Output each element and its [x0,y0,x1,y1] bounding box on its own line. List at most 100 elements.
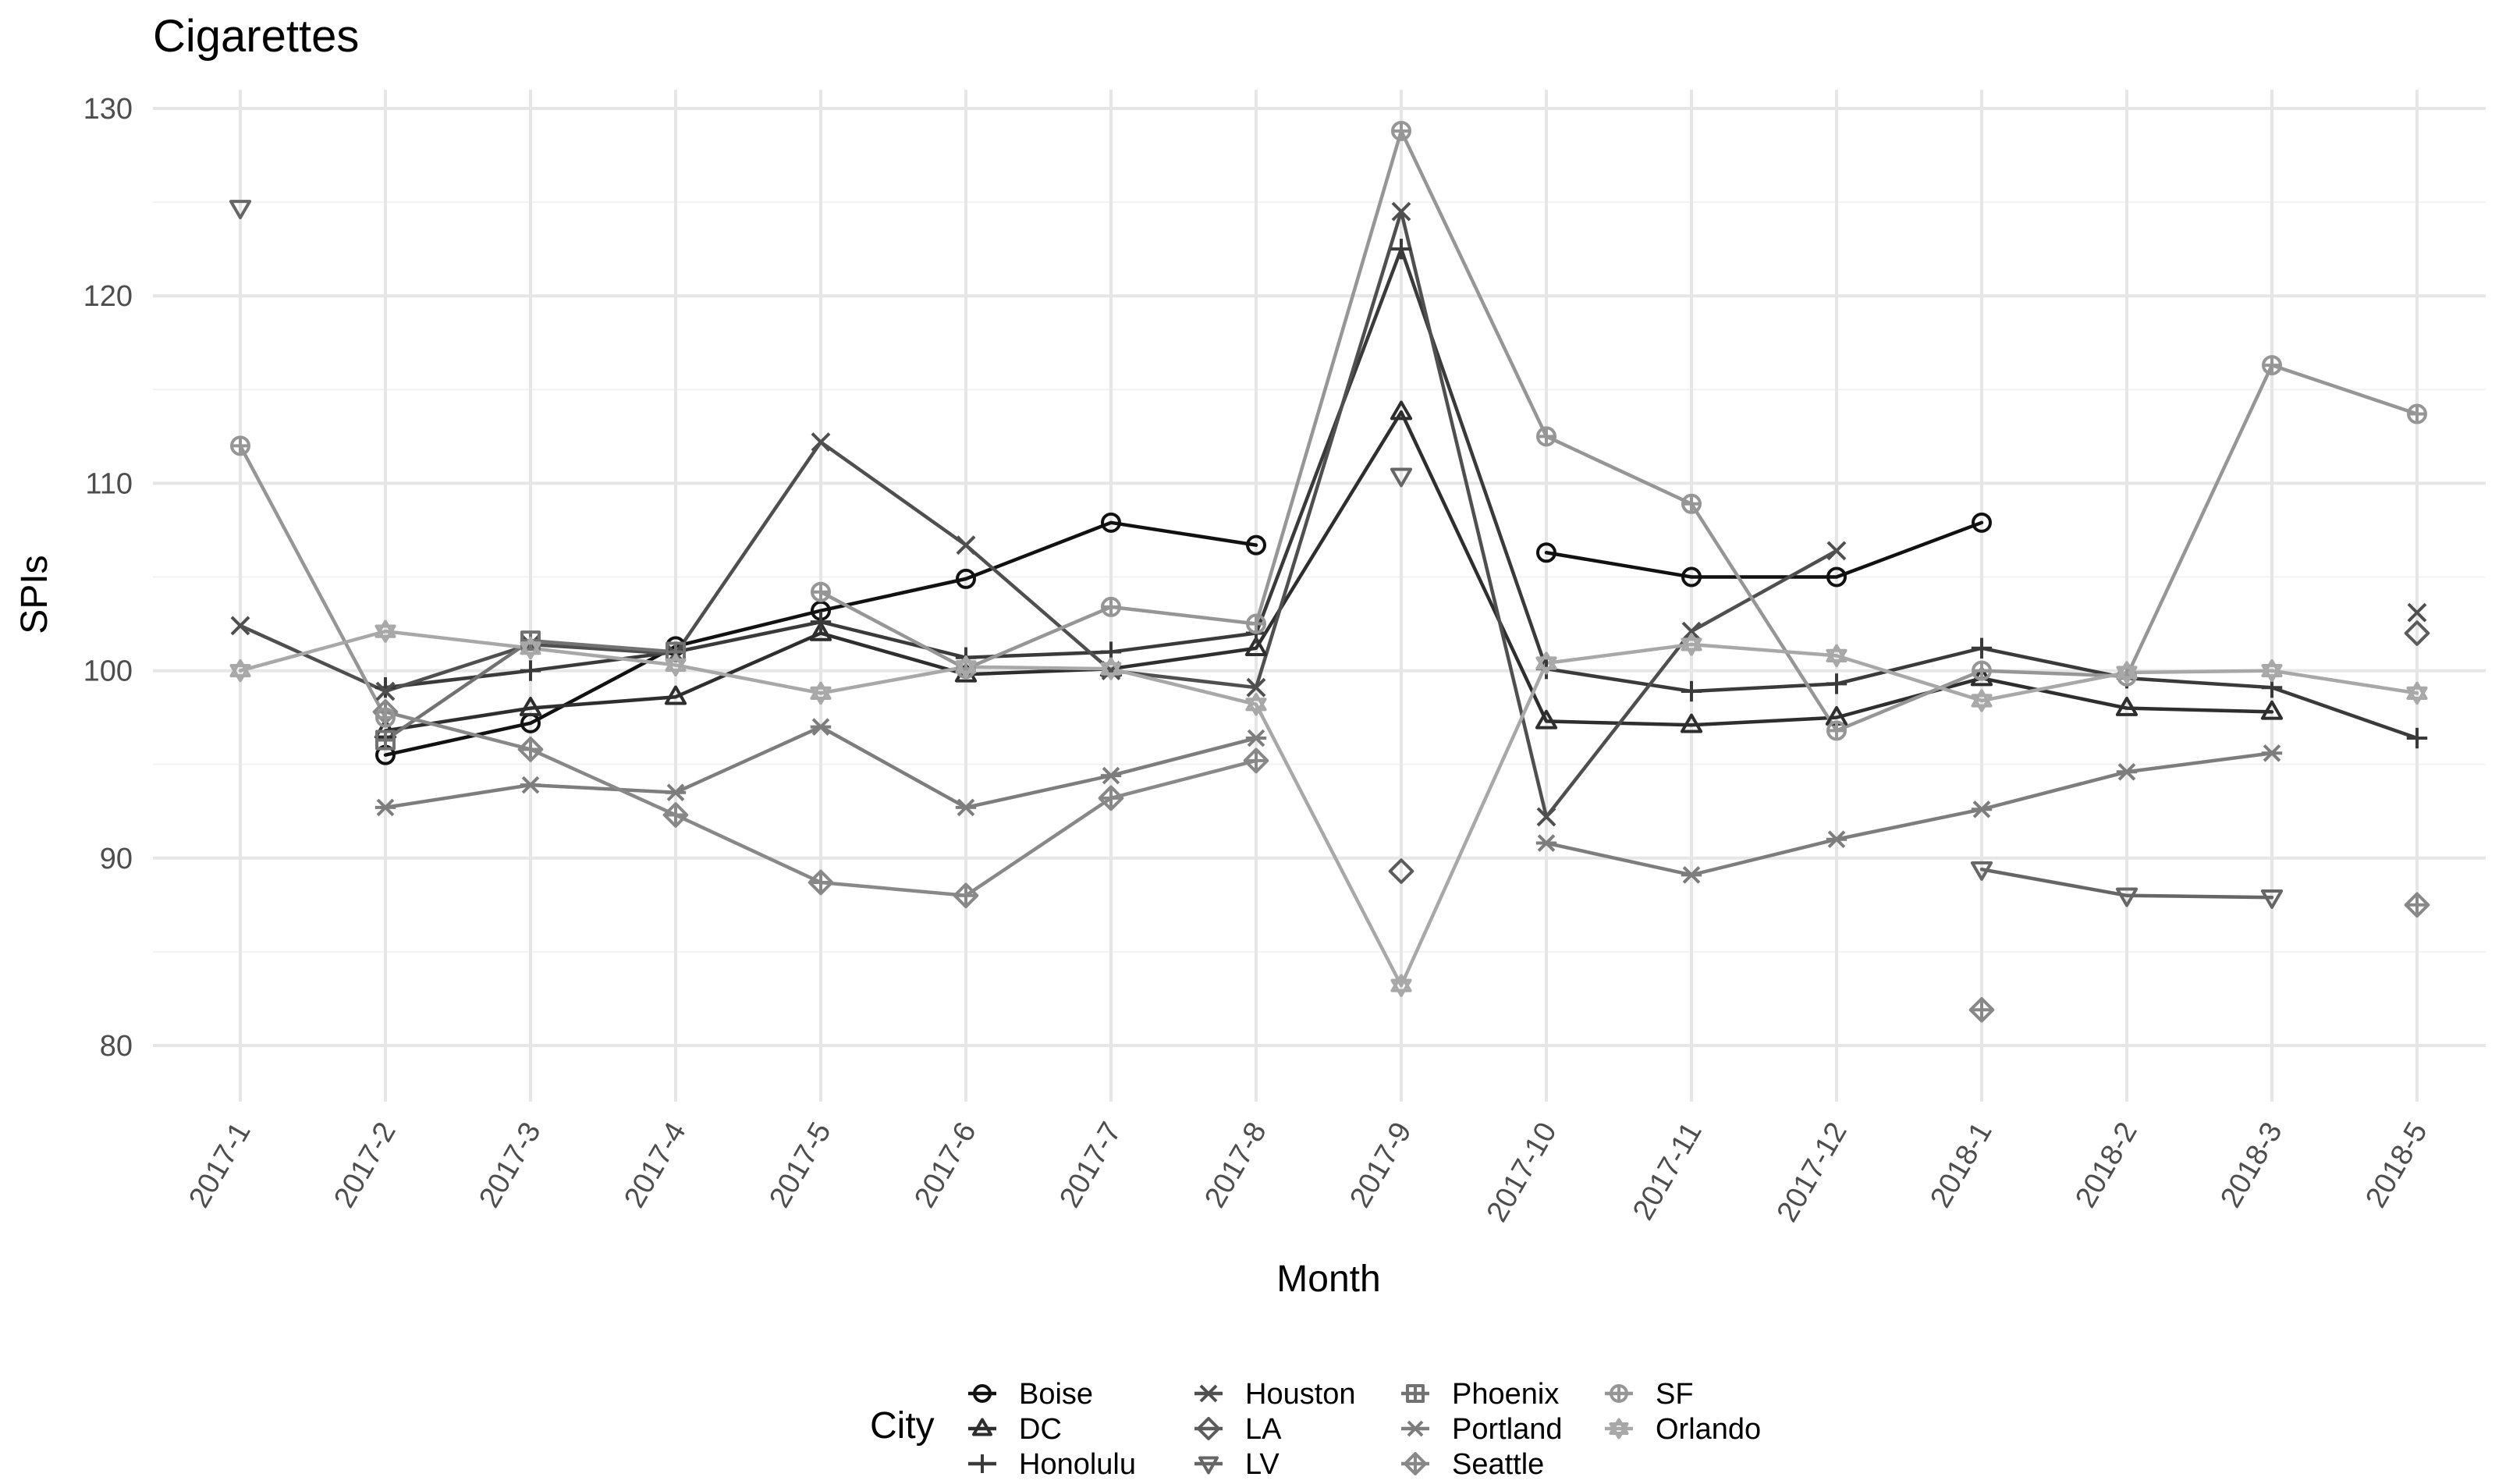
data-point-portland [2261,744,2283,762]
legend-label: DC [1019,1413,1062,1446]
data-point-dc [1244,637,1268,657]
data-point-portland [1245,729,1267,747]
data-point-orlando [1245,693,1267,716]
minor-gridlines [153,201,2486,953]
data-point-seattle [1098,785,1124,811]
data-point-orlando [374,620,396,643]
legend-label: Honolulu [1019,1448,1136,1481]
data-point-portland [1535,834,1557,852]
legend-label: LA [1245,1413,1282,1446]
data-point-honolulu [1826,673,1847,694]
data-point-seattle [1243,747,1269,774]
chart-title: Cigarettes [153,11,359,62]
legend-key-portland-icon [1406,1420,1425,1437]
legend-label: Seattle [1452,1448,1544,1481]
series-line-boise [383,520,1258,757]
data-point-boise [1972,512,1992,533]
legend-label: Boise [1019,1378,1093,1411]
series-line-lv [1979,867,2274,900]
data-point-la [1388,858,1414,884]
legend-item-portland: Portland [1401,1413,1563,1446]
data-point-houston [1826,541,1847,561]
data-point-orlando [1535,651,1557,675]
data-point-dc [1680,713,1703,733]
legend-key-honolulu-icon [973,1454,992,1473]
data-point-boise [1536,542,1556,563]
data-point-portland [1681,866,1702,884]
data-point-seattle [1968,997,1995,1023]
legend-title: City [870,1405,935,1447]
data-point-orlando [1971,689,1993,712]
data-point-honolulu [810,611,832,633]
data-point-honolulu [1390,238,1412,260]
data-point-sf [2407,403,2427,424]
data-point-honolulu [374,676,396,698]
data-point-portland [955,798,977,817]
data-point-sf [1681,493,1702,514]
legend-label: Houston [1245,1378,1356,1411]
data-point-dc [2260,700,2284,720]
data-point-sf [1246,613,1266,634]
y-tick-label: 120 [83,280,133,313]
data-point-orlando [1826,644,1847,668]
series-line-sf [238,444,388,719]
data-point-sf [1391,120,1411,141]
data-point-phoenix [375,730,396,751]
data-point-boise [1826,566,1847,588]
data-point-sf [375,707,396,728]
data-point-houston [1391,201,1411,222]
y-tick-label: 100 [83,655,133,688]
legend-key-dc-icon [972,1418,992,1436]
data-point-seattle [807,869,834,896]
legend-key-seattle-icon [1404,1452,1427,1475]
data-point-portland [374,798,396,817]
data-point-portland [520,776,541,794]
data-point-houston [811,432,831,452]
data-point-boise [956,568,976,589]
legend-item-orlando: Orlando [1605,1413,1761,1446]
series-line-portland [1544,751,2274,877]
legend-key-boise-icon [973,1384,992,1403]
data-point-orlando [955,655,977,679]
data-point-houston [1681,621,1702,641]
legend-item-boise: Boise [968,1378,1093,1411]
data-point-honolulu [520,660,541,681]
data-point-orlando [520,637,541,660]
series-line-houston [238,209,1839,819]
series-line-sf [818,129,2419,733]
data-point-dc [1390,400,1413,421]
legend-item-sf: SF [1605,1378,1694,1411]
data-point-orlando [229,659,251,683]
data-point-seattle [662,802,689,828]
data-point-sf [1826,720,1847,741]
y-axis-title: SPIs [14,555,55,634]
data-point-houston [956,535,976,556]
data-point-lv [2260,889,2284,909]
data-point-sf [230,435,250,456]
data-point-portland [665,783,687,802]
legend-item-dc: DC [968,1413,1062,1446]
data-point-dc [1535,709,1558,730]
y-tick-label: 130 [83,93,133,126]
legend-key-sf-icon [1610,1384,1628,1403]
legend-key-lv-icon [1198,1456,1219,1475]
data-point-dc [664,685,687,705]
legend-label: LV [1245,1448,1280,1481]
data-point-boise [1246,534,1266,556]
data-point-houston [230,616,250,636]
data-point-houston [1536,807,1556,827]
data-point-honolulu [1681,680,1702,702]
data-point-lv [1970,861,1993,881]
x-axis-title: Month [1276,1259,1380,1300]
y-tick-label: 110 [85,467,133,500]
data-point-honolulu [1971,637,1993,659]
data-point-houston [1246,677,1266,698]
data-point-sf [1972,660,1992,681]
data-point-sf [2262,355,2282,376]
legend-key-houston-icon [1199,1384,1218,1403]
data-point-seattle [2404,892,2430,918]
y-tick-label: 90 [100,843,133,875]
data-point-houston [375,681,396,701]
